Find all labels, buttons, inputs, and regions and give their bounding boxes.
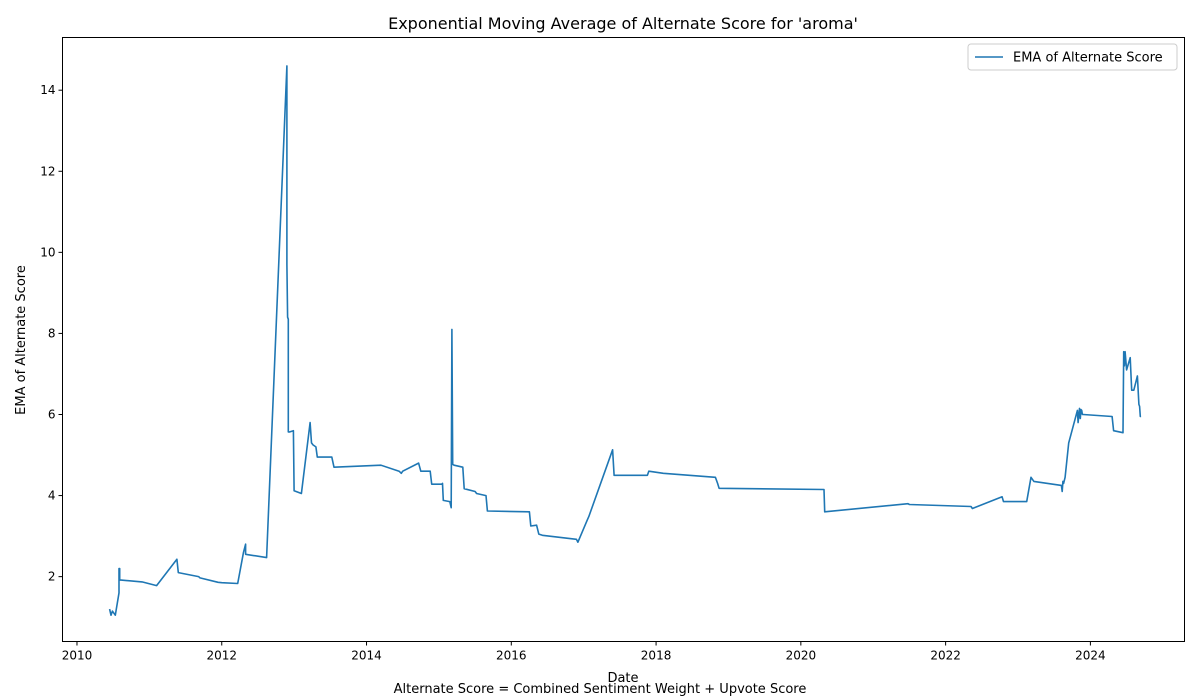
chart-title: Exponential Moving Average of Alternate … [388, 14, 858, 33]
x-tick-label: 2020 [786, 649, 817, 663]
series-line-ema [108, 65, 1142, 616]
chart-footnote: Alternate Score = Combined Sentiment Wei… [394, 682, 807, 697]
y-axis-label: EMA of Alternate Score [14, 265, 29, 415]
y-tick-label: 8 [48, 326, 56, 340]
legend-label: EMA of Alternate Score [1013, 51, 1163, 66]
y-axis: 2 4 6 8 10 12 14 [40, 83, 63, 584]
x-tick-label: 2012 [206, 649, 237, 663]
x-tick-label: 2016 [496, 649, 527, 663]
x-axis: 2010 2012 2014 2016 2018 2020 2022 2024 [62, 641, 1106, 663]
x-tick-label: 2024 [1075, 649, 1106, 663]
y-tick-label: 12 [40, 164, 55, 178]
x-tick-label: 2014 [351, 649, 382, 663]
legend-box [967, 43, 1178, 71]
plot-frame [62, 37, 1185, 642]
y-tick-label: 4 [48, 489, 56, 503]
x-tick-label: 2018 [641, 649, 672, 663]
y-tick-label: 2 [48, 570, 56, 584]
y-tick-label: 6 [48, 407, 56, 421]
x-tick-label: 2010 [62, 649, 93, 663]
x-tick-label: 2022 [930, 649, 961, 663]
y-tick-label: 14 [40, 83, 55, 97]
plot-area [62, 37, 1185, 642]
x-axis-label: Date [607, 671, 638, 686]
legend: EMA of Alternate Score [967, 43, 1178, 71]
y-tick-label: 10 [40, 245, 55, 259]
